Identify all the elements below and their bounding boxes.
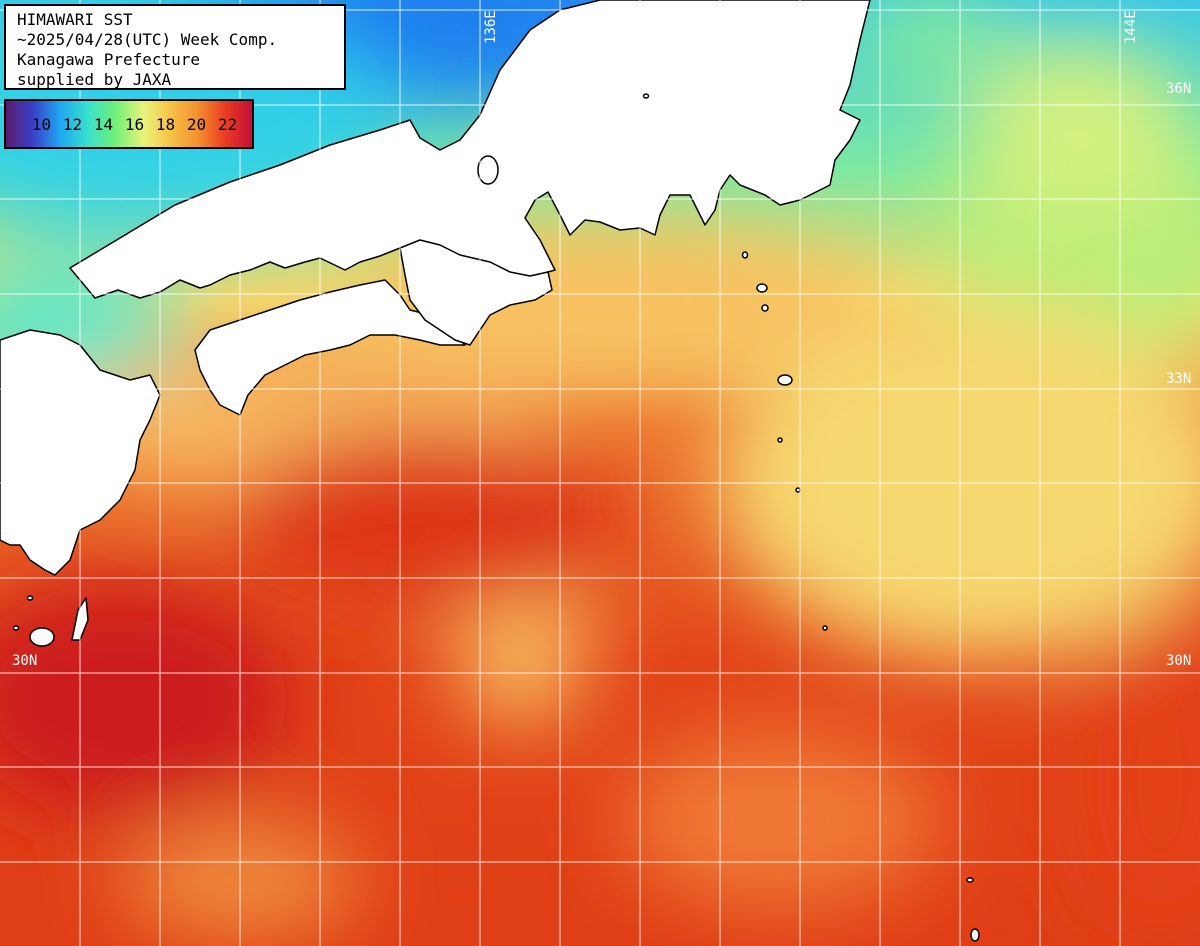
izu-island-6 [795,487,801,493]
izu-island-1 [756,283,768,293]
scale-tick: 18 [155,115,176,134]
color-scale-ticks: 10 12 14 16 18 20 22 [26,115,243,134]
title-line-credit: supplied by JAXA [17,70,172,89]
scale-tick: 12 [62,115,83,134]
longitude-label-136e: 136E [483,10,499,44]
small-island-kyushu-1 [12,625,20,631]
kii-peninsula-landmass [399,239,553,346]
title-line-date: ~2025/04/28(UTC) Week Comp. [17,30,278,49]
izu-island-4 [741,251,749,259]
izu-island-2 [777,374,793,386]
izu-island-7 [822,625,828,631]
honshu-landmass [69,0,871,299]
tanegashima-island [29,627,55,647]
title-line-product: HIMAWARI SST [17,10,133,29]
ogasawara-island-2 [970,928,980,942]
small-island-kyushu-2 [26,595,34,601]
scale-tick: 20 [186,115,207,134]
latitude-label-30n-right: 30N [1166,653,1192,669]
title-box: HIMAWARI SST ~2025/04/28(UTC) Week Comp.… [4,4,346,90]
scale-tick: 14 [93,115,114,134]
color-scale-bar: 10 12 14 16 18 20 22 [4,99,254,149]
title-line-region: Kanagawa Prefecture [17,50,201,69]
latitude-label-33n: 33N [1166,371,1192,387]
longitude-label-144e: 144E [1123,10,1139,44]
ogasawara-island-1 [966,877,974,883]
awaji-island [477,155,499,185]
izu-island-3 [761,304,769,312]
scale-tick: 10 [31,115,52,134]
small-island-north [642,93,650,99]
scale-tick: 22 [217,115,238,134]
shikoku-landmass [194,279,466,416]
scale-tick: 16 [124,115,145,134]
latitude-label-36n: 36N [1166,81,1192,97]
izu-island-5 [777,437,783,443]
latitude-label-30n-left: 30N [12,653,38,669]
